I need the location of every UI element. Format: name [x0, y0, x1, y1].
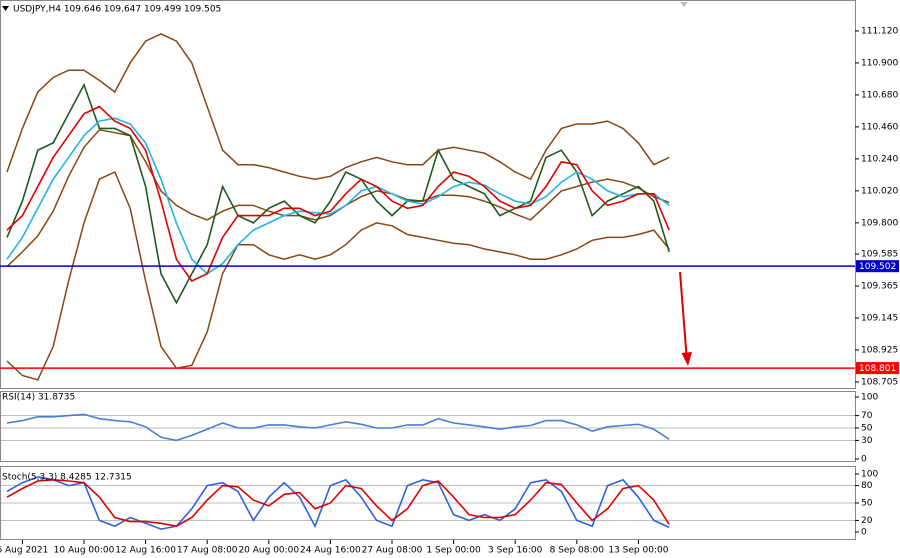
y-tick-label: 100: [861, 470, 878, 480]
chart-layer: 111.120 110.900 110.680 110.460 110.240 110.0…: [0, 5, 899, 556]
y-tick-label: 50: [861, 424, 873, 434]
x-tick-label: 1 Sep 00:00: [426, 546, 481, 556]
panel-title: RSI(14) 31.8735: [2, 393, 75, 403]
x-tick-label: 13 Sep 00:00: [608, 546, 668, 556]
y-tick-label: 109.585: [861, 250, 898, 260]
y-tick-label: 20: [861, 516, 873, 526]
price-level-label: 109.502: [859, 262, 896, 272]
x-tick-label: 17 Aug 08:00: [177, 546, 238, 556]
y-tick-label: 30: [861, 436, 873, 446]
y-tick-label: 111.120: [861, 26, 898, 36]
y-tick-label: 110.900: [861, 58, 898, 68]
x-tick-label: 27 Aug 08:00: [362, 546, 423, 556]
series-line: [6, 170, 670, 381]
y-tick-label: 108.705: [861, 378, 898, 388]
series-line: [6, 33, 670, 181]
panel-title: Stoch(5,3,3) 8.4285 12.7315: [2, 473, 132, 483]
y-tick-label: 110.680: [861, 90, 898, 100]
panel-title: USDJPY,H4 109.646 109.647 109.499 109.50…: [13, 5, 221, 15]
y-tick-label: 0: [861, 528, 867, 538]
rsi-panel: [0, 391, 856, 462]
price-level-tag: [856, 260, 899, 273]
series-line: [6, 413, 670, 442]
y-tick-label: 109.365: [861, 282, 898, 292]
y-tick-label: 109.800: [861, 218, 898, 228]
y-tick-label: 108.925: [861, 346, 898, 356]
x-tick-label: 8 Sep 08:00: [550, 546, 605, 556]
price-level-label: 108.801: [859, 364, 896, 374]
x-tick-label: 10 Aug 00:00: [54, 546, 115, 556]
y-tick-label: 70: [861, 411, 873, 421]
y-tick-label: 110.460: [861, 122, 898, 132]
symbol-menu-icon[interactable]: [2, 6, 9, 11]
x-tick-label: 12 Aug 16:00: [115, 546, 176, 556]
y-tick-label: 109.145: [861, 314, 898, 324]
x-tick-label: 20 Aug 00:00: [238, 546, 299, 556]
y-tick-label: 50: [861, 499, 873, 509]
x-tick-label: 3 Sep 16:00: [488, 546, 543, 556]
y-tick-label: 100: [861, 393, 878, 403]
y-tick-label: 80: [861, 481, 873, 491]
x-tick-label: 24 Aug 16:00: [300, 546, 361, 556]
series-line: [6, 117, 670, 275]
y-tick-label: 110.240: [861, 154, 898, 164]
y-tick-label: 0: [861, 455, 867, 465]
price-panel: [0, 0, 856, 389]
y-tick-label: 110.020: [861, 186, 898, 196]
series-line: [6, 476, 670, 530]
price-level-tag: [856, 362, 899, 375]
series-line: [6, 105, 670, 283]
series-line: [6, 478, 670, 528]
shift-marker: [680, 2, 688, 7]
forecast-arrowhead: [681, 352, 692, 366]
series-line: [6, 82, 670, 305]
x-tick-label: 6 Aug 2021: [0, 546, 48, 556]
forecast-arrow: [679, 271, 688, 356]
